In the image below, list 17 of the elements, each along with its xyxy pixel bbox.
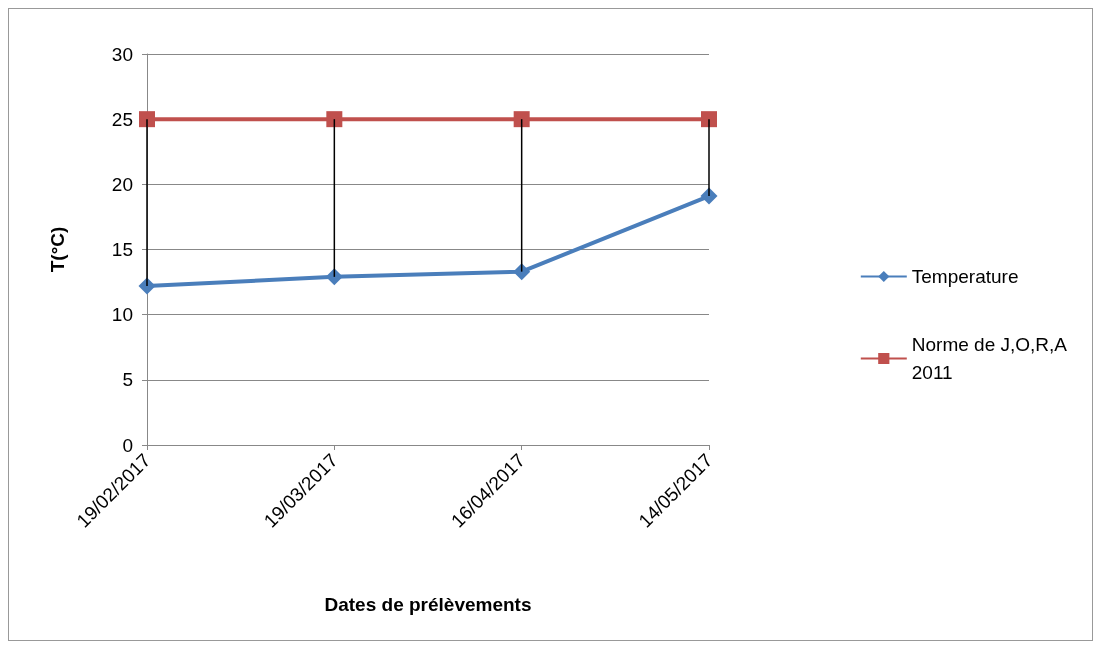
y-tick-label: 0: [122, 434, 133, 456]
x-axis-title: Dates de prélèvements: [324, 594, 532, 615]
y-tick-label: 5: [122, 369, 133, 391]
y-tick-label: 15: [111, 239, 133, 260]
point: [326, 111, 343, 128]
point: [513, 111, 530, 128]
point: [701, 111, 717, 128]
y-tick-label: 30: [111, 43, 133, 65]
point: [325, 268, 343, 286]
y-tick-label: 20: [111, 173, 133, 195]
y-axis-title: T(°C): [47, 226, 68, 273]
y-tick-label: 25: [111, 108, 133, 130]
y-tick-label: 10: [111, 304, 133, 326]
point: [139, 111, 155, 128]
legend-label: Temperature: [911, 266, 1019, 287]
legend-label: Norme de J,O,R,A 2011: [911, 334, 1068, 383]
point: [513, 263, 531, 281]
